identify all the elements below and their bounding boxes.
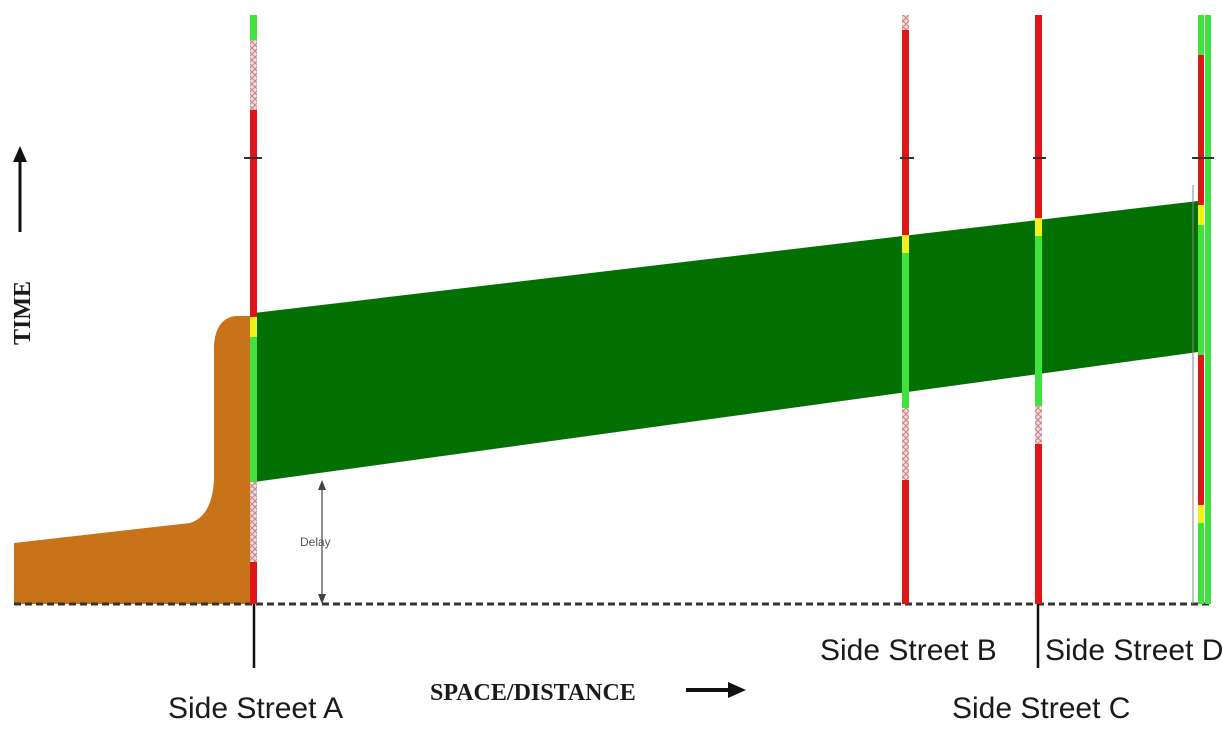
queue-area [14,316,254,604]
signal-bar-street-c [1035,15,1042,604]
street-a-label: Side Street A [168,692,343,725]
street-d-label: Side Street D [1045,634,1223,667]
x-axis-label: SPACE/DISTANCE [430,680,636,706]
delay-label: Delay [300,535,331,549]
delay-annotation: Delay [300,480,331,604]
y-axis-label: TIME [10,281,36,345]
distance-axis: SPACE/DISTANCE [430,680,746,706]
signal-bar-street-a [250,15,257,604]
time-arrow-icon [13,146,27,162]
street-b-label: Side Street B [820,634,997,667]
green-progression-band [254,201,1198,482]
signal-bar-street-d [1192,15,1211,604]
street-c-label: Side Street C [952,692,1130,725]
signal-bar-street-b [902,15,909,604]
time-axis: TIME [10,146,36,345]
distance-arrow-icon [728,682,746,698]
